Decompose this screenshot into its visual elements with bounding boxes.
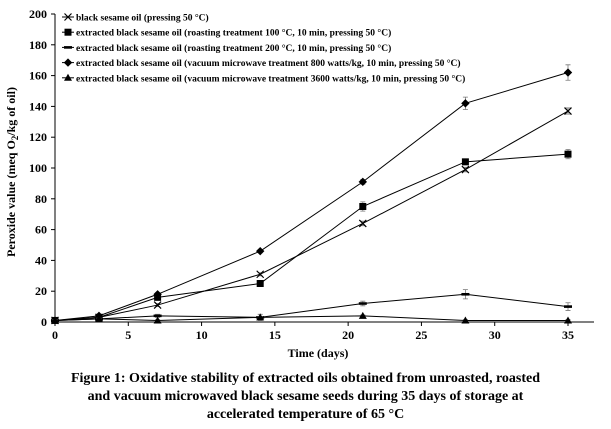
series-5	[51, 311, 572, 324]
data-point	[461, 99, 470, 108]
data-point	[564, 316, 572, 324]
y-tick-label: 20	[35, 284, 47, 298]
data-point	[564, 107, 572, 115]
data-point	[256, 313, 265, 321]
y-tick-label: 0	[41, 315, 47, 329]
y-tick-label: 200	[29, 7, 47, 21]
data-point	[94, 314, 103, 322]
series-line	[54, 110, 569, 321]
legend-marker	[63, 58, 73, 67]
y-tick-label: 180	[29, 38, 47, 52]
series-1	[51, 107, 572, 325]
legend-marker	[64, 73, 72, 81]
legend-item-5: extracted black sesame oil (vacuum micro…	[62, 73, 465, 84]
x-tick-label: 25	[415, 328, 427, 342]
legend-marker	[64, 46, 72, 49]
data-point	[153, 301, 162, 309]
data-point	[461, 292, 470, 296]
data-point	[564, 150, 572, 158]
x-tick-label: 20	[342, 328, 354, 342]
data-point	[358, 311, 367, 319]
legend-marker	[64, 28, 72, 36]
legend-label: extracted black sesame oil (vacuum micro…	[76, 73, 465, 84]
legend-marker	[64, 13, 72, 21]
y-tick-label: 80	[35, 192, 47, 206]
x-tick-label: 30	[489, 328, 501, 342]
x-tick-label: 10	[196, 328, 208, 342]
data-point	[256, 280, 264, 287]
data-point	[256, 270, 265, 279]
caption-line-2: and vacuum microwaved black sesame seeds…	[87, 389, 524, 404]
legend-item-3: extracted black sesame oil (roasting tre…	[62, 43, 391, 54]
y-axis-title: Peroxide value (meq O2/kg of oil)	[4, 87, 20, 257]
x-tick-label: 15	[269, 328, 281, 342]
series-4	[50, 64, 573, 325]
legend-item-4: extracted black sesame oil (vacuum micro…	[62, 58, 461, 69]
x-tick-label: 0	[52, 328, 58, 342]
y-tick-label: 100	[29, 161, 47, 175]
data-point	[461, 165, 470, 174]
caption-line-3: accelerated temperature of 65 °C	[206, 407, 405, 422]
y-tick-label: 60	[35, 223, 47, 237]
data-point	[461, 158, 469, 166]
x-tick-label: 5	[125, 328, 131, 342]
legend-item-1: black sesame oil (pressing 50 °C)	[62, 13, 209, 24]
data-point	[358, 302, 367, 305]
caption-line-1: Figure 1: Oxidative stability of extract…	[70, 371, 541, 386]
data-point	[358, 177, 367, 187]
legend-label: extracted black sesame oil (roasting tre…	[76, 43, 391, 54]
y-tick-label: 120	[29, 130, 47, 144]
peroxide-value-chart: 0 20 40 60 80 100 120 140 160 180 200 0 5 10 15 20 25 30 3…	[4, 7, 594, 360]
legend-item-2: extracted black sesame oil (roasting tre…	[62, 28, 391, 39]
data-point	[153, 314, 162, 318]
series-line	[54, 153, 569, 321]
data-point	[153, 290, 162, 299]
y-tick-label: 160	[29, 69, 47, 83]
data-point	[358, 219, 367, 228]
legend: black sesame oil (pressing 50 °C) extract…	[62, 13, 465, 84]
data-point	[256, 246, 265, 256]
data-point	[153, 316, 162, 324]
data-point	[359, 203, 367, 210]
series-line	[54, 315, 568, 321]
series-layer	[50, 64, 573, 325]
legend-label: extracted black sesame oil (vacuum micro…	[76, 58, 461, 69]
data-point	[461, 316, 470, 324]
figure-caption: Figure 1: Oxidative stability of extract…	[0, 370, 611, 424]
data-point	[563, 68, 573, 77]
legend-label: black sesame oil (pressing 50 °C)	[76, 13, 209, 24]
data-point	[51, 316, 59, 324]
series-line	[54, 72, 569, 321]
y-tick-label: 140	[29, 99, 47, 113]
y-tick-label: 40	[35, 253, 47, 267]
x-tick-label: 35	[562, 328, 574, 342]
data-point	[564, 305, 572, 308]
legend-label: extracted black sesame oil (roasting tre…	[76, 28, 391, 39]
axis-ticks: 0 20 40 60 80 100 120 140 160 180 200 0 5 10 15 20 25 30 3…	[29, 7, 574, 342]
x-axis-title: Time (days)	[288, 346, 349, 360]
